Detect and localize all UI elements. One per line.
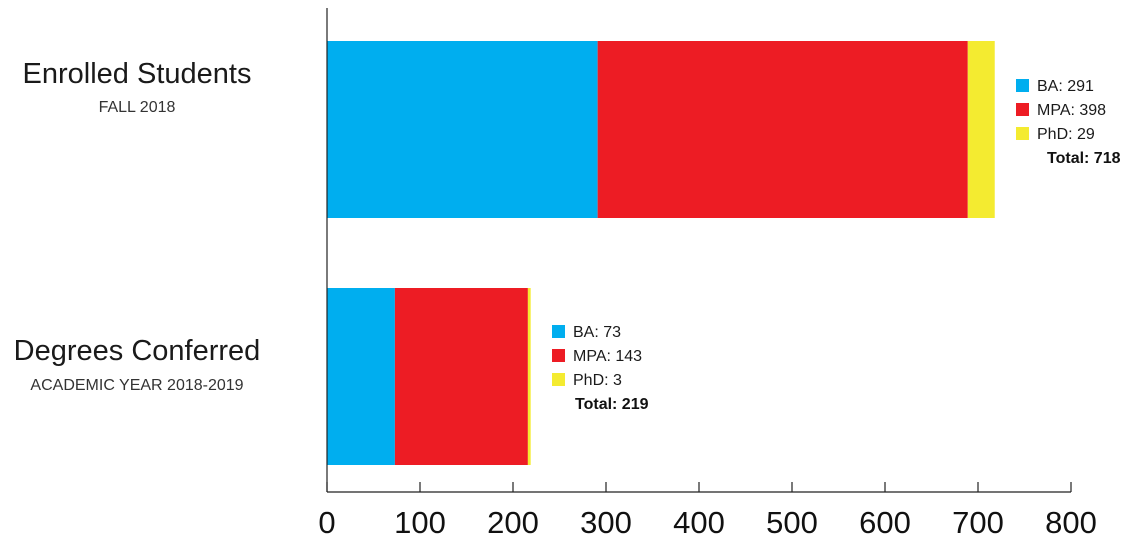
bar-segment-ba	[327, 288, 395, 465]
legend-swatch-phd	[1016, 127, 1029, 140]
x-tick-label: 500	[766, 505, 818, 540]
x-tick-label: 300	[580, 505, 632, 540]
x-tick-label: 0	[318, 505, 335, 540]
category-title: Degrees Conferred	[14, 335, 261, 367]
bar-segment-mpa	[597, 41, 968, 218]
category-subtitle: FALL 2018	[99, 99, 176, 116]
legend-swatch-mpa	[552, 349, 565, 362]
bar-segment-phd	[527, 288, 531, 465]
x-tick-label: 700	[952, 505, 1004, 540]
x-tick-label: 600	[859, 505, 911, 540]
legend-label: BA: 291	[1037, 78, 1094, 95]
legend-total: Total: 718	[1047, 150, 1121, 167]
legend-total: Total: 219	[575, 396, 649, 413]
legend-swatch-ba	[552, 325, 565, 338]
legend-swatch-mpa	[1016, 103, 1029, 116]
legend-swatch-ba	[1016, 79, 1029, 92]
legend-swatch-phd	[552, 373, 565, 386]
bar-segment-ba	[327, 41, 598, 218]
legend-label: MPA: 143	[573, 348, 642, 365]
x-tick-label: 200	[487, 505, 539, 540]
x-tick-label: 400	[673, 505, 725, 540]
x-tick-label: 800	[1045, 505, 1097, 540]
category-subtitle: ACADEMIC YEAR 2018-2019	[30, 377, 243, 394]
legend-label: BA: 73	[573, 324, 621, 341]
category-title: Enrolled Students	[23, 58, 252, 90]
legend-label: MPA: 398	[1037, 102, 1106, 119]
legend-label: PhD: 3	[573, 372, 622, 389]
bar-segment-mpa	[394, 288, 528, 465]
bar-segment-phd	[967, 41, 995, 218]
legend-label: PhD: 29	[1037, 126, 1095, 143]
x-tick-label: 100	[394, 505, 446, 540]
